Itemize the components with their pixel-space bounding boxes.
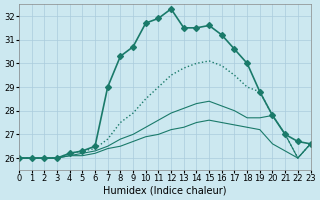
X-axis label: Humidex (Indice chaleur): Humidex (Indice chaleur): [103, 186, 227, 196]
